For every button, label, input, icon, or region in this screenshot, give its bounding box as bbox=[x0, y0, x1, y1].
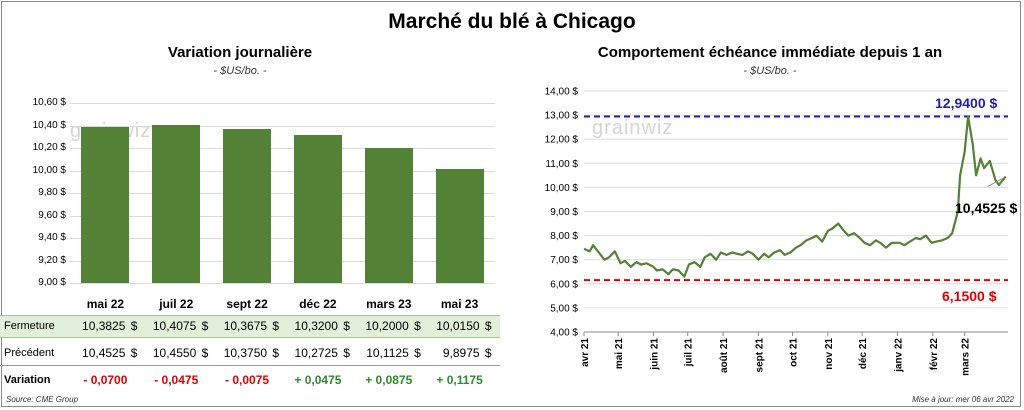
line-y-tick: 10,00 $ bbox=[545, 183, 579, 194]
bar-gridline bbox=[70, 238, 495, 239]
line-y-tick: 11,00 $ bbox=[545, 159, 578, 170]
source-note: Source: CME Group bbox=[6, 395, 79, 404]
close-cell: 10,3825 $ bbox=[82, 319, 138, 333]
bar-gridline bbox=[70, 103, 495, 104]
last-label-leader bbox=[987, 178, 1003, 187]
change-cell: + 0,0875 bbox=[365, 373, 413, 387]
previous-cell: 10,1125 $ bbox=[366, 346, 421, 360]
category-label: juil 22 bbox=[159, 297, 194, 311]
line-y-tick: 4,00 $ bbox=[550, 328, 578, 339]
bar-gridline bbox=[70, 260, 495, 262]
category-label: mai 22 bbox=[86, 297, 125, 311]
bar-y-tick: 9,40 $ bbox=[38, 232, 66, 243]
updated-note: Mise à jour: mer 06 avr 2022 bbox=[912, 395, 1014, 404]
close-row-band bbox=[0, 315, 500, 337]
close-cell: 10,2000 $ bbox=[365, 319, 421, 333]
line-x-tick: oct 21 bbox=[789, 338, 800, 367]
bar-gridline bbox=[70, 283, 495, 284]
line-y-tick: 13,00 $ bbox=[545, 111, 579, 122]
bar-5 bbox=[364, 148, 413, 283]
previous-cell: 9,8975 $ bbox=[442, 346, 492, 360]
last-label: 10,4525 $ bbox=[955, 200, 1018, 216]
line-x-tick: avr 21 bbox=[580, 338, 591, 367]
line-y-tick: 8,00 $ bbox=[550, 231, 578, 242]
change-cell: - 0,0700 bbox=[83, 373, 128, 387]
line-y-tick: 7,00 $ bbox=[550, 255, 578, 266]
bar-y-tick: 10,00 $ bbox=[32, 164, 66, 176]
previous-cell: 10,4525 $ bbox=[82, 346, 138, 360]
page-title: Marché du blé à Chicago bbox=[388, 10, 636, 33]
previous-row-bottom-border bbox=[0, 365, 500, 366]
close-cell: 10,4075 $ bbox=[152, 319, 209, 333]
category-label: déc 22 bbox=[299, 297, 337, 311]
bar-y-tick: 9,60 $ bbox=[38, 209, 66, 221]
line-x-tick: sept 21 bbox=[754, 338, 765, 373]
line-y-tick: 5,00 $ bbox=[550, 303, 578, 314]
line-y-tick: 9,00 $ bbox=[550, 207, 578, 218]
change-row-label: Variation bbox=[4, 374, 51, 386]
bar-gridline bbox=[70, 170, 495, 172]
change-cell: + 0,1175 bbox=[436, 373, 483, 387]
left-panel-unit: - $US/bo. - bbox=[213, 65, 267, 77]
change-cell: - 0,0475 bbox=[154, 373, 199, 387]
right-panel-title: Comportement échéance immédiate depuis 1… bbox=[597, 44, 943, 61]
bar-1 bbox=[81, 127, 130, 283]
close-row-top-border bbox=[0, 315, 500, 316]
previous-row-label: Précédent bbox=[4, 347, 55, 359]
close-cell: 10,3675 $ bbox=[223, 319, 280, 333]
left-panel-title: Variation journalière bbox=[167, 44, 313, 61]
previous-cell: 10,3750 $ bbox=[223, 346, 280, 360]
line-y-tick: 6,00 $ bbox=[550, 279, 578, 290]
bar-gridline bbox=[70, 125, 495, 127]
line-x-tick: août 21 bbox=[719, 338, 730, 373]
bar-y-tick: 9,80 $ bbox=[38, 187, 66, 198]
change-cell: - 0,0075 bbox=[225, 373, 270, 387]
line-x-tick: nov 21 bbox=[824, 338, 835, 370]
price-series-line bbox=[583, 115, 1007, 278]
close-row-bottom-border bbox=[0, 337, 500, 338]
change-cell: + 0,0475 bbox=[294, 373, 342, 387]
bar-gridline bbox=[70, 148, 495, 149]
line-x-tick: févr 22 bbox=[929, 338, 940, 371]
category-label: sept 22 bbox=[226, 297, 268, 311]
right-watermark: grainwiz bbox=[592, 117, 674, 139]
bar-gridline bbox=[70, 193, 495, 194]
min-label: 6,1500 $ bbox=[942, 288, 997, 304]
right-panel-unit: - $US/bo. - bbox=[743, 65, 797, 77]
previous-cell: 10,4550 $ bbox=[152, 346, 209, 360]
bar-gridline bbox=[70, 215, 495, 217]
bar-y-tick: 10,60 $ bbox=[32, 97, 66, 108]
previous-cell: 10,2725 $ bbox=[294, 346, 350, 360]
bar-2 bbox=[152, 124, 201, 283]
bar-y-tick: 9,00 $ bbox=[38, 277, 66, 288]
category-label: mars 23 bbox=[366, 297, 412, 311]
bar-y-tick: 9,20 $ bbox=[38, 254, 66, 266]
line-y-tick: 12,00 $ bbox=[545, 135, 579, 146]
line-x-tick: janv 22 bbox=[893, 338, 904, 373]
line-y-tick: 14,00 $ bbox=[545, 87, 579, 98]
bar-y-tick: 10,20 $ bbox=[32, 142, 66, 153]
category-label: mai 23 bbox=[440, 297, 479, 311]
line-x-tick: déc 21 bbox=[858, 338, 869, 370]
line-x-tick: juil 21 bbox=[684, 338, 695, 368]
bar-y-tick: 10,40 $ bbox=[32, 119, 66, 131]
bar-4 bbox=[293, 134, 342, 283]
close-cell: 10,0150 $ bbox=[436, 319, 492, 333]
close-row-label: Fermeture bbox=[4, 320, 55, 332]
line-x-tick: mars 22 bbox=[961, 338, 972, 376]
close-cell: 10,3200 $ bbox=[294, 319, 350, 333]
bar-3 bbox=[223, 129, 272, 283]
line-x-tick: mai 21 bbox=[614, 338, 625, 370]
bar-6 bbox=[435, 168, 484, 283]
line-x-tick: juin 21 bbox=[650, 338, 661, 371]
max-label: 12,9400 $ bbox=[935, 95, 998, 111]
